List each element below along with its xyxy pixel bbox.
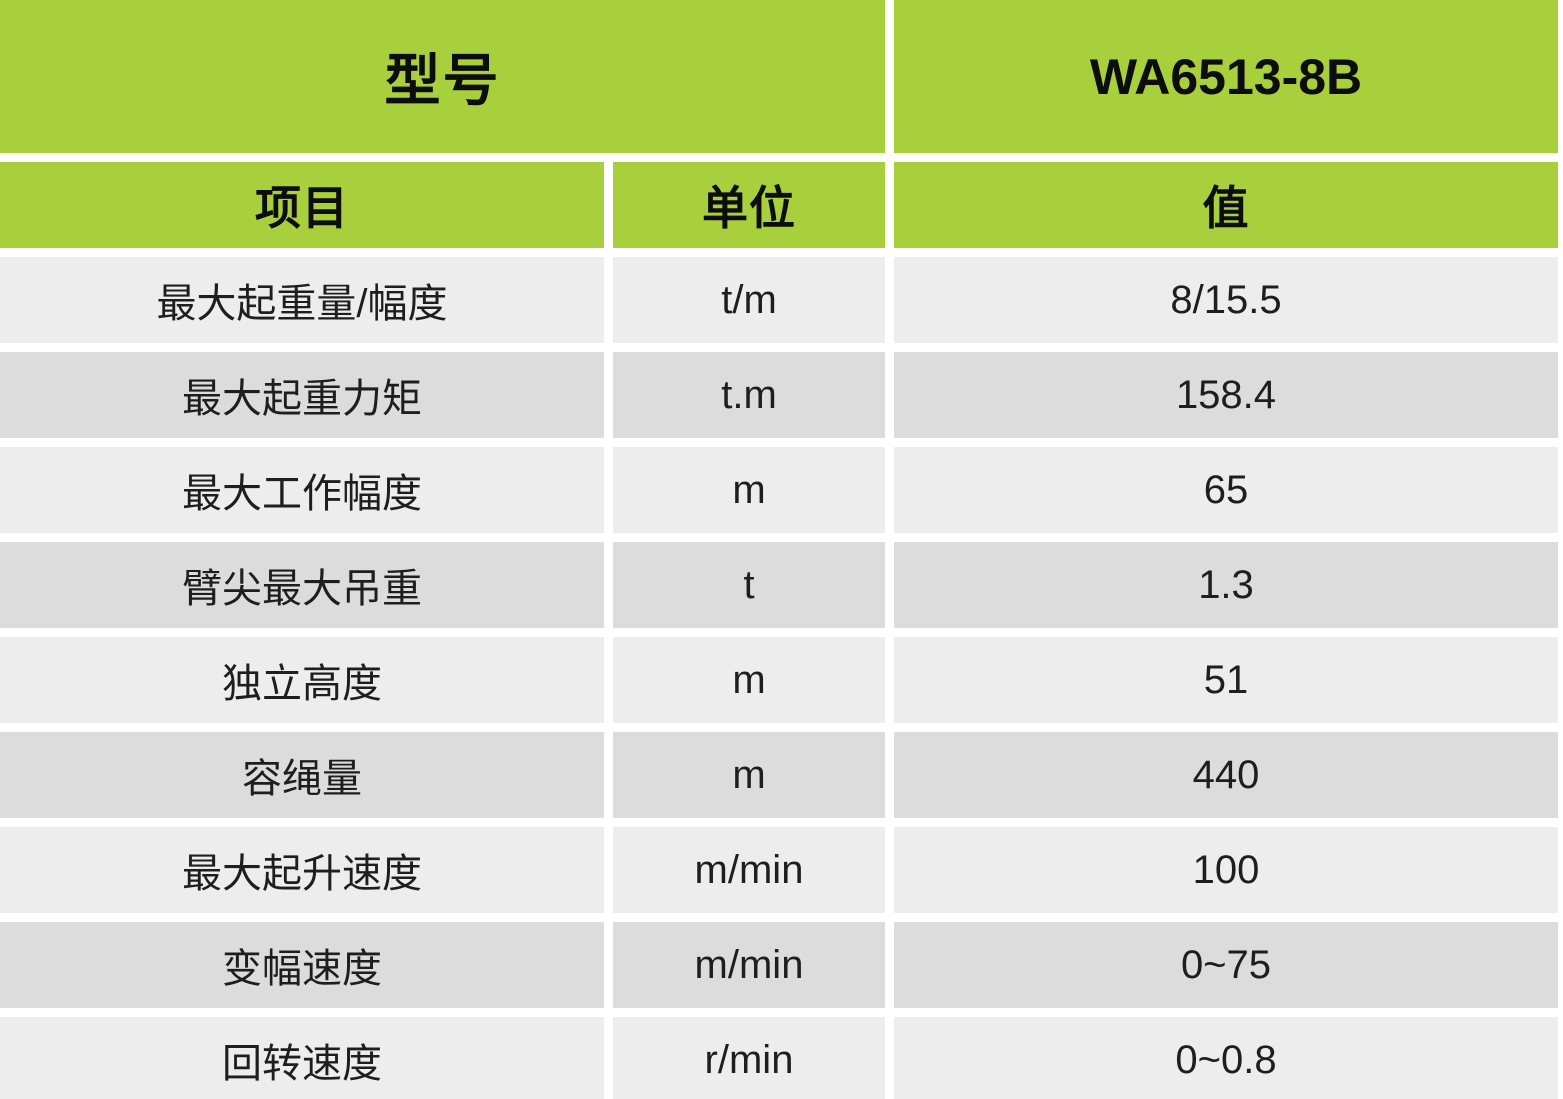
spec-unit-cell: r/min (613, 1017, 885, 1099)
spec-item-cell: 最大起重量/幅度 (0, 257, 604, 343)
spec-value-cell: 8/15.5 (894, 257, 1558, 343)
spec-value-cell: 65 (894, 447, 1558, 533)
spec-unit-cell: t.m (613, 352, 885, 438)
spec-unit-cell: m (613, 637, 885, 723)
column-header-item: 项目 (0, 162, 604, 248)
spec-unit-cell: t/m (613, 257, 885, 343)
spec-value-cell: 440 (894, 732, 1558, 818)
spec-item-cell: 容绳量 (0, 732, 604, 818)
column-header-unit: 单位 (613, 162, 885, 248)
spec-item-cell: 变幅速度 (0, 922, 604, 1008)
spec-unit-cell: m (613, 447, 885, 533)
spec-value-cell: 0~0.8 (894, 1017, 1558, 1099)
spec-item-cell: 独立高度 (0, 637, 604, 723)
model-header-label: 型号 (0, 0, 885, 153)
spec-unit-cell: t (613, 542, 885, 628)
spec-value-cell: 100 (894, 827, 1558, 913)
spec-value-cell: 0~75 (894, 922, 1558, 1008)
spec-item-cell: 最大工作幅度 (0, 447, 604, 533)
column-header-value: 值 (894, 162, 1558, 248)
spec-item-cell: 臂尖最大吊重 (0, 542, 604, 628)
spec-value-cell: 158.4 (894, 352, 1558, 438)
spec-value-cell: 51 (894, 637, 1558, 723)
spec-unit-cell: m (613, 732, 885, 818)
spec-item-cell: 回转速度 (0, 1017, 604, 1099)
spec-unit-cell: m/min (613, 827, 885, 913)
spec-item-cell: 最大起升速度 (0, 827, 604, 913)
spec-item-cell: 最大起重力矩 (0, 352, 604, 438)
spec-value-cell: 1.3 (894, 542, 1558, 628)
model-number: WA6513-8B (894, 0, 1558, 153)
spec-unit-cell: m/min (613, 922, 885, 1008)
